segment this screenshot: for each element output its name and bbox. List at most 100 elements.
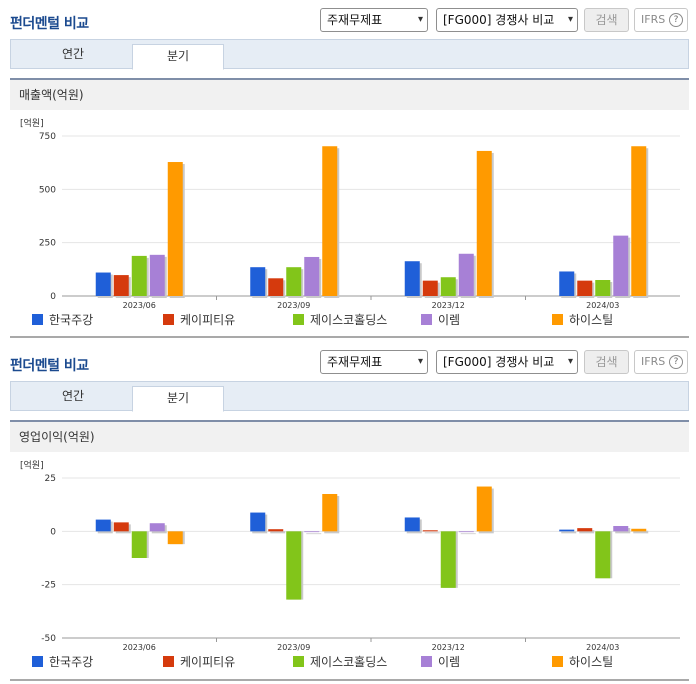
tab-quarterly[interactable]: 분기 [132, 386, 224, 412]
ifrs-help-button[interactable]: IFRS ? [634, 8, 688, 32]
y-tick-label: -50 [41, 634, 56, 644]
bar-하이스틸 [631, 146, 647, 296]
peer-group-select[interactable]: [FG000] 경쟁사 비교 ▾ [436, 350, 578, 374]
bar-케이피티유 [268, 278, 284, 296]
chart-legend: 한국주강 케이피티유 제이스코홀딩스 이렘 하이스틸 [0, 312, 696, 330]
bar-케이피티유 [113, 522, 129, 532]
bar-제이스코홀딩스 [131, 531, 147, 558]
chevron-down-icon: ▾ [417, 14, 423, 25]
bar-이렘 [149, 523, 165, 532]
bar-하이스틸 [631, 528, 647, 532]
peer-group-value: [FG000] 경쟁사 비교 [443, 13, 555, 27]
search-button[interactable]: 검색 [584, 8, 629, 32]
x-tick-label: 2023/06 [123, 301, 156, 310]
bar-shadow [270, 531, 286, 534]
legend-label: 이렘 [438, 313, 461, 327]
bar-제이스코홀딩스 [286, 531, 302, 600]
y-tick-label: 25 [45, 474, 56, 484]
bar-이렘 [149, 254, 165, 296]
bar-하이스틸 [322, 146, 338, 296]
y-tick-label: 250 [39, 239, 56, 249]
fundamental-compare-sales-section: 펀더멘털 비교 주재무제표 ▾ [FG000] 경쟁사 비교 ▾ 검색 IFRS… [0, 8, 696, 338]
tab-annual[interactable]: 연간 [61, 389, 85, 403]
bar-shadow [424, 532, 440, 534]
bar-이렘 [458, 531, 474, 533]
report-type-select[interactable]: 주재무제표 ▾ [320, 8, 428, 32]
x-tick-label: 2023/12 [432, 301, 465, 310]
divider [10, 679, 689, 681]
chevron-down-icon: ▾ [567, 356, 573, 367]
help-icon: ? [669, 355, 683, 369]
y-tick-label: 0 [50, 292, 56, 302]
legend-swatch [163, 314, 174, 325]
legend-item[interactable]: 한국주강 [32, 654, 93, 670]
bar-한국주강 [404, 517, 420, 532]
legend-item[interactable]: 이렘 [421, 654, 460, 670]
legend-item[interactable]: 제이스코홀딩스 [293, 312, 387, 328]
bar-한국주강 [95, 272, 111, 296]
bar-이렘 [613, 235, 629, 296]
legend-item[interactable]: 하이스틸 [552, 312, 613, 328]
tab-quarterly[interactable]: 분기 [132, 44, 224, 70]
bar-케이피티유 [422, 280, 438, 296]
bar-케이피티유 [577, 528, 593, 532]
bar-하이스틸 [476, 150, 492, 296]
bar-이렘 [613, 526, 629, 532]
chevron-down-icon: ▾ [417, 356, 423, 367]
bar-제이스코홀딩스 [440, 277, 456, 296]
x-tick-label: 2024/03 [586, 643, 619, 652]
y-tick-label: 500 [39, 185, 56, 195]
legend-item[interactable]: 한국주강 [32, 312, 93, 328]
period-tabs: 연간 분기 [10, 381, 689, 412]
legend-swatch [293, 656, 304, 667]
report-type-select[interactable]: 주재무제표 ▾ [320, 350, 428, 374]
legend-item[interactable]: 케이피티유 [163, 654, 235, 670]
ifrs-label: IFRS [641, 355, 666, 368]
bar-shadow [460, 533, 476, 535]
bar-shadow [633, 530, 649, 534]
bar-하이스틸 [167, 162, 183, 296]
peer-group-select[interactable]: [FG000] 경쟁사 비교 ▾ [436, 8, 578, 32]
search-button[interactable]: 검색 [584, 350, 629, 374]
bar-케이피티유 [422, 530, 438, 532]
legend-item[interactable]: 제이스코홀딩스 [293, 654, 387, 670]
legend-swatch [421, 656, 432, 667]
legend-item[interactable]: 이렘 [421, 312, 460, 328]
x-tick-label: 2024/03 [586, 301, 619, 310]
x-tick-label: 2023/09 [277, 301, 310, 310]
bar-한국주강 [559, 529, 575, 532]
report-type-value: 주재무제표 [327, 13, 383, 27]
legend-swatch [552, 314, 563, 325]
legend-label: 제이스코홀딩스 [310, 313, 388, 327]
panel-title: 매출액(억원) [10, 78, 689, 110]
bar-케이피티유 [577, 280, 593, 296]
legend-item[interactable]: 케이피티유 [163, 312, 235, 328]
y-tick-label: 0 [50, 527, 56, 537]
legend-label: 케이피티유 [180, 313, 236, 327]
bar-하이스틸 [322, 494, 338, 532]
fundamental-compare-operating-profit-section: 펀더멘털 비교 주재무제표 ▾ [FG000] 경쟁사 비교 ▾ 검색 IFRS… [0, 342, 696, 684]
bar-한국주강 [404, 261, 420, 296]
bar-제이스코홀딩스 [440, 531, 456, 588]
legend-label: 제이스코홀딩스 [310, 655, 388, 669]
legend-item[interactable]: 하이스틸 [552, 654, 613, 670]
section-title: 펀더멘털 비교 [10, 16, 89, 32]
bar-한국주강 [95, 519, 111, 532]
bar-제이스코홀딩스 [286, 267, 302, 296]
operating-profit-bar-chart: [억원] -50 -25 0 25 2023/06 2023/09 2023/12 2024/0… [20, 459, 680, 652]
chevron-down-icon: ▾ [567, 14, 573, 25]
report-type-value: 주재무제표 [327, 355, 383, 369]
legend-swatch [552, 656, 563, 667]
ifrs-help-button[interactable]: IFRS ? [634, 350, 688, 374]
bar-shadow [306, 533, 322, 535]
bar-이렘 [304, 531, 320, 533]
legend-swatch [32, 314, 43, 325]
sales-bar-chart: [억원] 0 250 500 750 2023/06 2023/09 2023/12 2024/… [20, 117, 680, 310]
bar-이렘 [458, 253, 474, 296]
tab-annual[interactable]: 연간 [61, 47, 85, 61]
legend-swatch [32, 656, 43, 667]
legend-label: 하이스틸 [569, 655, 614, 669]
bar-제이스코홀딩스 [595, 531, 611, 579]
bar-이렘 [304, 256, 320, 296]
bar-케이피티유 [268, 529, 284, 532]
